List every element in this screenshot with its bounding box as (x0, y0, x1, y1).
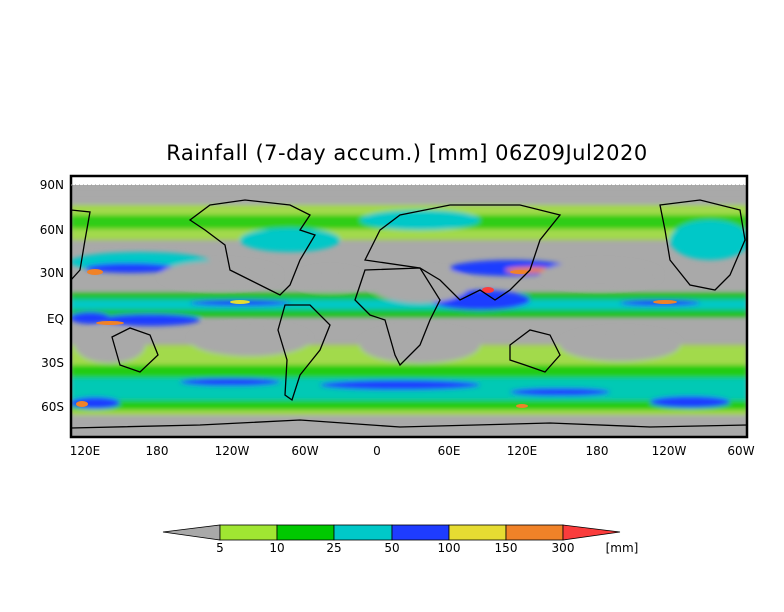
colorbar-upper-triangle (562, 524, 621, 541)
lon-label: 0 (373, 444, 381, 458)
colorbar-segment (276, 524, 335, 541)
lat-label: 30S (41, 356, 64, 370)
australia (509, 329, 561, 373)
colorbar-unit: [mm] (605, 541, 639, 555)
antarctica (71, 419, 747, 429)
colorbar-label: 10 (269, 541, 285, 555)
colorbar-label: 300 (551, 541, 575, 555)
eurasia (364, 204, 562, 301)
lon-label: 60W (291, 444, 319, 458)
lat-label: 60S (41, 400, 64, 414)
lat-label: 60N (39, 223, 64, 237)
lon-label: 60W (727, 444, 755, 458)
colorbar-label: 25 (326, 541, 342, 555)
colorbar-label: 150 (494, 541, 518, 555)
colorbar-segment (448, 524, 507, 541)
map-frame (69, 174, 749, 439)
coastlines (71, 199, 747, 429)
colorbar-segment (391, 524, 450, 541)
australia-left (111, 327, 159, 373)
lat-label: 90N (39, 178, 64, 192)
colorbar-lower-triangle (162, 524, 221, 541)
rain-field (71, 185, 747, 437)
lon-label: 180 (585, 444, 609, 458)
colorbar-segment (219, 524, 278, 541)
lat-label: EQ (46, 312, 64, 326)
lat-label: 30N (39, 266, 64, 280)
colorbar (162, 524, 621, 541)
africa (354, 267, 441, 367)
lon-label: 120W (214, 444, 250, 458)
lon-label: 120E (506, 444, 538, 458)
lon-label: 120W (651, 444, 687, 458)
north-america (188, 199, 316, 296)
lon-label: 120E (69, 444, 101, 458)
heavy-rain-spots (76, 269, 677, 408)
lon-label: 60E (437, 444, 461, 458)
colorbar-label: 5 (216, 541, 224, 555)
colorbar-label: 100 (437, 541, 461, 555)
north-america-left (71, 209, 91, 281)
colorbar-label: 50 (384, 541, 400, 555)
colorbar-segment (333, 524, 393, 541)
map-title: Rainfall (7-day accum.) [mm] 06Z09Jul202… (166, 141, 648, 165)
colorbar-segment (505, 524, 564, 541)
north-america-right (659, 199, 746, 291)
south-america (277, 304, 331, 402)
lon-label: 180 (145, 444, 169, 458)
